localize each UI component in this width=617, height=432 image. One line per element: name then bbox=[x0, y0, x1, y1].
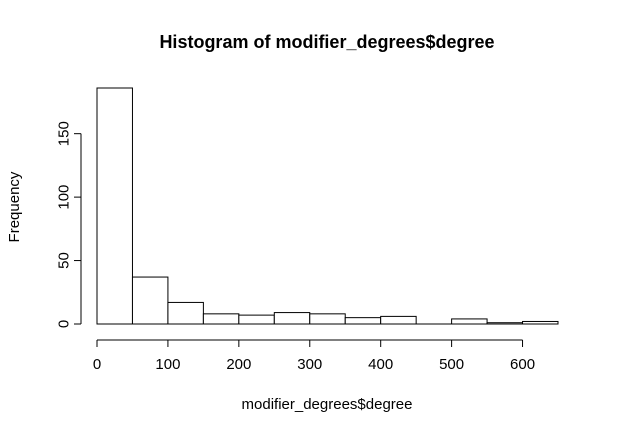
histogram-bar bbox=[451, 318, 488, 325]
histogram-bar bbox=[167, 301, 204, 325]
x-tick-label: 600 bbox=[510, 356, 535, 373]
histogram-bar bbox=[96, 87, 133, 325]
chart-title: Histogram of modifier_degrees$degree bbox=[159, 32, 494, 52]
histogram-bars bbox=[96, 87, 559, 325]
histogram-bar bbox=[380, 315, 417, 325]
x-tick-label: 0 bbox=[93, 356, 101, 373]
y-tick-label: 150 bbox=[56, 121, 73, 146]
y-tick-label: 100 bbox=[56, 185, 73, 210]
histogram-bar bbox=[131, 276, 169, 325]
x-axis: 0 100 200 300 400 500 600 bbox=[93, 339, 535, 373]
histogram-bar bbox=[309, 313, 346, 325]
y-axis: 0 50 100 150 bbox=[56, 121, 82, 328]
histogram-bar bbox=[486, 322, 524, 325]
x-tick-label: 400 bbox=[368, 356, 393, 373]
histogram-bar bbox=[522, 320, 559, 325]
x-axis-label: modifier_degrees$degree bbox=[242, 396, 413, 413]
y-tick-label: 50 bbox=[56, 252, 73, 269]
x-tick-label: 300 bbox=[297, 356, 322, 373]
x-tick-label: 500 bbox=[439, 356, 464, 373]
histogram-bar bbox=[202, 313, 240, 325]
histogram-bar bbox=[238, 314, 275, 325]
histogram-bar bbox=[273, 312, 311, 325]
x-tick-label: 100 bbox=[155, 356, 180, 373]
y-tick-label: 0 bbox=[56, 320, 73, 328]
y-axis-label: Frequency bbox=[6, 171, 23, 242]
histogram-bar bbox=[344, 317, 382, 325]
x-tick-label: 200 bbox=[226, 356, 251, 373]
